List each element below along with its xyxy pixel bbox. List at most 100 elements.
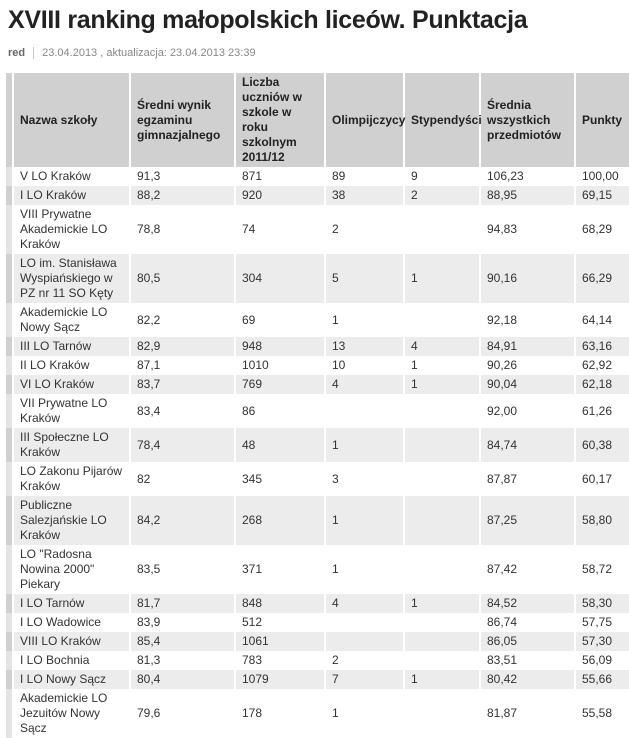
table-cell: 920 (235, 186, 326, 205)
table-cell: 60,17 (575, 462, 629, 496)
table-row: III Społeczne LO Kraków 78,4 48 1 84,74 60,38 (6, 428, 629, 462)
table-row: I LO Wadowice 83,9 512 86,74 57,75 (6, 613, 629, 632)
table-cell: 9 (404, 167, 481, 186)
table-cell: 2 (325, 651, 405, 670)
table-cell: 2 (404, 186, 481, 205)
table-cell: 56,09 (575, 651, 629, 670)
row-strip (6, 462, 14, 496)
table-cell: 769 (235, 375, 326, 394)
table-row: I LO Nowy Sącz 80,4 1079 7 1 80,42 55,66 (6, 670, 629, 689)
table-cell: 63,16 (575, 337, 629, 356)
table-cell: 345 (235, 462, 326, 496)
table-cell: 48 (235, 428, 326, 462)
table-cell: 1 (404, 254, 481, 303)
author[interactable]: red (8, 47, 35, 59)
table-cell: 86 (235, 394, 326, 428)
table-cell: 1 (404, 356, 481, 375)
table-cell: 58,80 (575, 496, 629, 545)
table-cell: LO Zakonu Pijarów Kraków (13, 462, 131, 496)
page-title: XVIII ranking małopolskich liceów. Punkt… (8, 6, 528, 34)
table-cell: 94,83 (480, 205, 576, 254)
column-header: Nazwa szkoły (13, 73, 131, 167)
table-cell: 4 (325, 594, 405, 613)
table-cell (404, 496, 481, 545)
publish-date: 23.04.2013 , aktualizacja: 23.04.2013 23… (42, 47, 256, 59)
table-cell: 3 (325, 462, 405, 496)
table-cell: 55,58 (575, 689, 629, 738)
table-cell (404, 689, 481, 738)
table-cell: 86,05 (480, 632, 576, 651)
table-cell: 90,26 (480, 356, 576, 375)
table-cell: 848 (235, 594, 326, 613)
table-cell (325, 394, 405, 428)
table-header: Nazwa szkoły Średni wynik egzaminu gimnaz… (6, 73, 629, 167)
table-cell: 61,26 (575, 394, 629, 428)
row-strip (6, 254, 14, 303)
table-cell: Publiczne Salezjańskie LO Kraków (13, 496, 131, 545)
table-row: I LO Kraków 88,2 920 38 2 88,95 69,15 (6, 186, 629, 205)
table-cell: 88,95 (480, 186, 576, 205)
table-cell: 1 (325, 303, 405, 337)
table-cell: 304 (235, 254, 326, 303)
row-strip (6, 303, 14, 337)
column-header: Stypendyści (404, 73, 482, 167)
row-strip (6, 670, 14, 689)
table-cell: 90,04 (480, 375, 576, 394)
table-cell (404, 394, 481, 428)
row-strip (6, 205, 14, 254)
table-cell (404, 462, 481, 496)
table-cell: 5 (325, 254, 405, 303)
table-cell (404, 651, 481, 670)
table-cell: I LO Bochnia (13, 651, 131, 670)
table-cell: 512 (235, 613, 326, 632)
table-cell: Akademickie LO Jezuitów Nowy Sącz (13, 689, 131, 738)
table-cell: V LO Kraków (13, 167, 131, 186)
table-cell: 1 (404, 670, 481, 689)
table-cell: 80,4 (130, 670, 236, 689)
table-cell: 783 (235, 651, 326, 670)
row-strip (6, 394, 14, 428)
table-cell: 83,51 (480, 651, 576, 670)
table-cell: 81,3 (130, 651, 236, 670)
table-cell: 60,38 (575, 428, 629, 462)
table-cell: 1 (404, 594, 481, 613)
table-cell: I LO Nowy Sącz (13, 670, 131, 689)
table-cell: 106,23 (480, 167, 576, 186)
table-cell: 4 (325, 375, 405, 394)
table-row: Akademickie LO Nowy Sącz 82,2 69 1 92,18 64,1… (6, 303, 629, 337)
table-cell: 84,52 (480, 594, 576, 613)
table-cell: 89 (325, 167, 405, 186)
table-cell: 91,3 (130, 167, 236, 186)
table-cell: 1 (404, 375, 481, 394)
table-row: VII Prywatne LO Kraków 83,4 86 92,00 61,26 (6, 394, 629, 428)
table-cell: II LO Kraków (13, 356, 131, 375)
table-row: LO "Radosna Nowina 2000" Piekary 83,5 371 1… (6, 545, 629, 594)
table-cell: I LO Wadowice (13, 613, 131, 632)
table-cell: 83,7 (130, 375, 236, 394)
table-cell: 92,18 (480, 303, 576, 337)
table-cell: 268 (235, 496, 326, 545)
table-cell (404, 632, 481, 651)
table-row: VIII LO Kraków 85,4 1061 86,05 57,30 (6, 632, 629, 651)
table-cell: 371 (235, 545, 326, 594)
table-row: LO Zakonu Pijarów Kraków 82 345 3 87,87 60,17 (6, 462, 629, 496)
table-cell: 1061 (235, 632, 326, 651)
table-cell: 66,29 (575, 254, 629, 303)
table-cell: I LO Tarnów (13, 594, 131, 613)
table-cell: 57,30 (575, 632, 629, 651)
table-cell: 1079 (235, 670, 326, 689)
table-row: VI LO Kraków 83,7 769 4 1 90,04 62,18 (6, 375, 629, 394)
row-strip (6, 337, 14, 356)
table-cell: 81,7 (130, 594, 236, 613)
table-cell: 68,29 (575, 205, 629, 254)
table-cell: VIII LO Kraków (13, 632, 131, 651)
row-strip (6, 167, 14, 186)
row-strip (6, 632, 14, 651)
row-strip (6, 496, 14, 545)
table-cell: 871 (235, 167, 326, 186)
table-cell: 87,1 (130, 356, 236, 375)
table-cell: 90,16 (480, 254, 576, 303)
table-cell: 82,9 (130, 337, 236, 356)
table-cell: 69 (235, 303, 326, 337)
table-cell: 87,25 (480, 496, 576, 545)
